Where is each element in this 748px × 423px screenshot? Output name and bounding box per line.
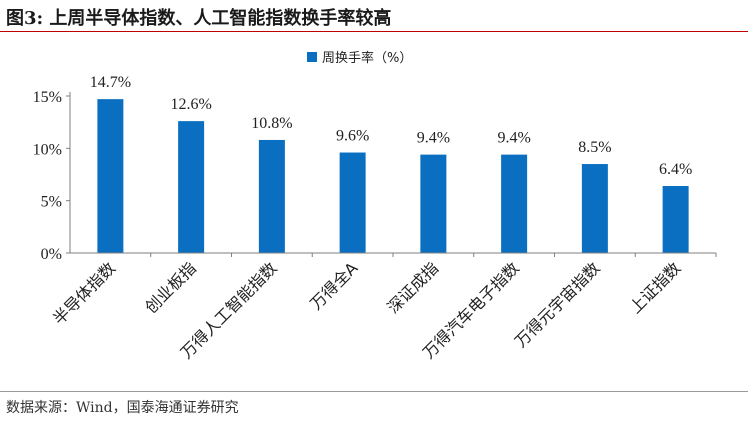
data-label: 9.4%: [417, 130, 450, 147]
data-label: 14.7%: [90, 74, 131, 91]
data-label: 8.5%: [578, 139, 611, 156]
source-note: 数据来源：Wind，国泰海通证券研究: [6, 400, 239, 416]
data-labels: 14.7% 12.6% 10.8% 9.6% 9.4% 9.4% 8.5% 6.4%: [90, 74, 693, 178]
x-tick-label: 万得元宇宙指数: [511, 258, 604, 351]
title-divider: [0, 31, 748, 32]
data-label: 6.4%: [659, 161, 692, 178]
legend: 周换手率（%）: [307, 50, 412, 66]
bar: [97, 99, 124, 253]
y-tick-label: 5%: [41, 194, 62, 211]
bar: [581, 164, 608, 253]
bar: [178, 121, 205, 254]
bar: [339, 152, 366, 253]
figure-title: 图3: 上周半导体指数、人工智能指数换手率较高: [6, 8, 392, 29]
x-tick-label: 创业板指: [141, 258, 200, 317]
y-axis: 0% 5% 10% 15%: [33, 89, 70, 263]
y-tick-label: 10%: [33, 141, 62, 158]
x-tick-label: 上证指数: [626, 258, 685, 317]
data-label: 9.6%: [336, 128, 369, 145]
legend-swatch: [307, 52, 317, 62]
data-label: 12.6%: [170, 96, 211, 113]
axes: [69, 92, 716, 254]
bar: [662, 186, 689, 253]
bar: [501, 154, 528, 253]
data-label: 10.8%: [251, 115, 292, 132]
legend-label: 周换手率（%）: [322, 50, 412, 66]
y-tick-label: 0%: [41, 246, 62, 263]
bar-chart: 周换手率（%） 0% 5% 10% 15% 14.7% 12.6% 10.8% 9.6% 9.…: [33, 50, 717, 362]
x-tick-label: 深证成指: [384, 258, 443, 317]
bar: [420, 154, 447, 253]
y-tick-label: 15%: [33, 89, 62, 106]
bars: [97, 99, 689, 254]
data-label: 9.4%: [497, 130, 530, 147]
x-tick-label: 万得全A: [306, 258, 361, 313]
source-divider: [0, 391, 748, 392]
bar: [258, 139, 285, 253]
x-tick-label: 半导体指数: [49, 258, 119, 328]
